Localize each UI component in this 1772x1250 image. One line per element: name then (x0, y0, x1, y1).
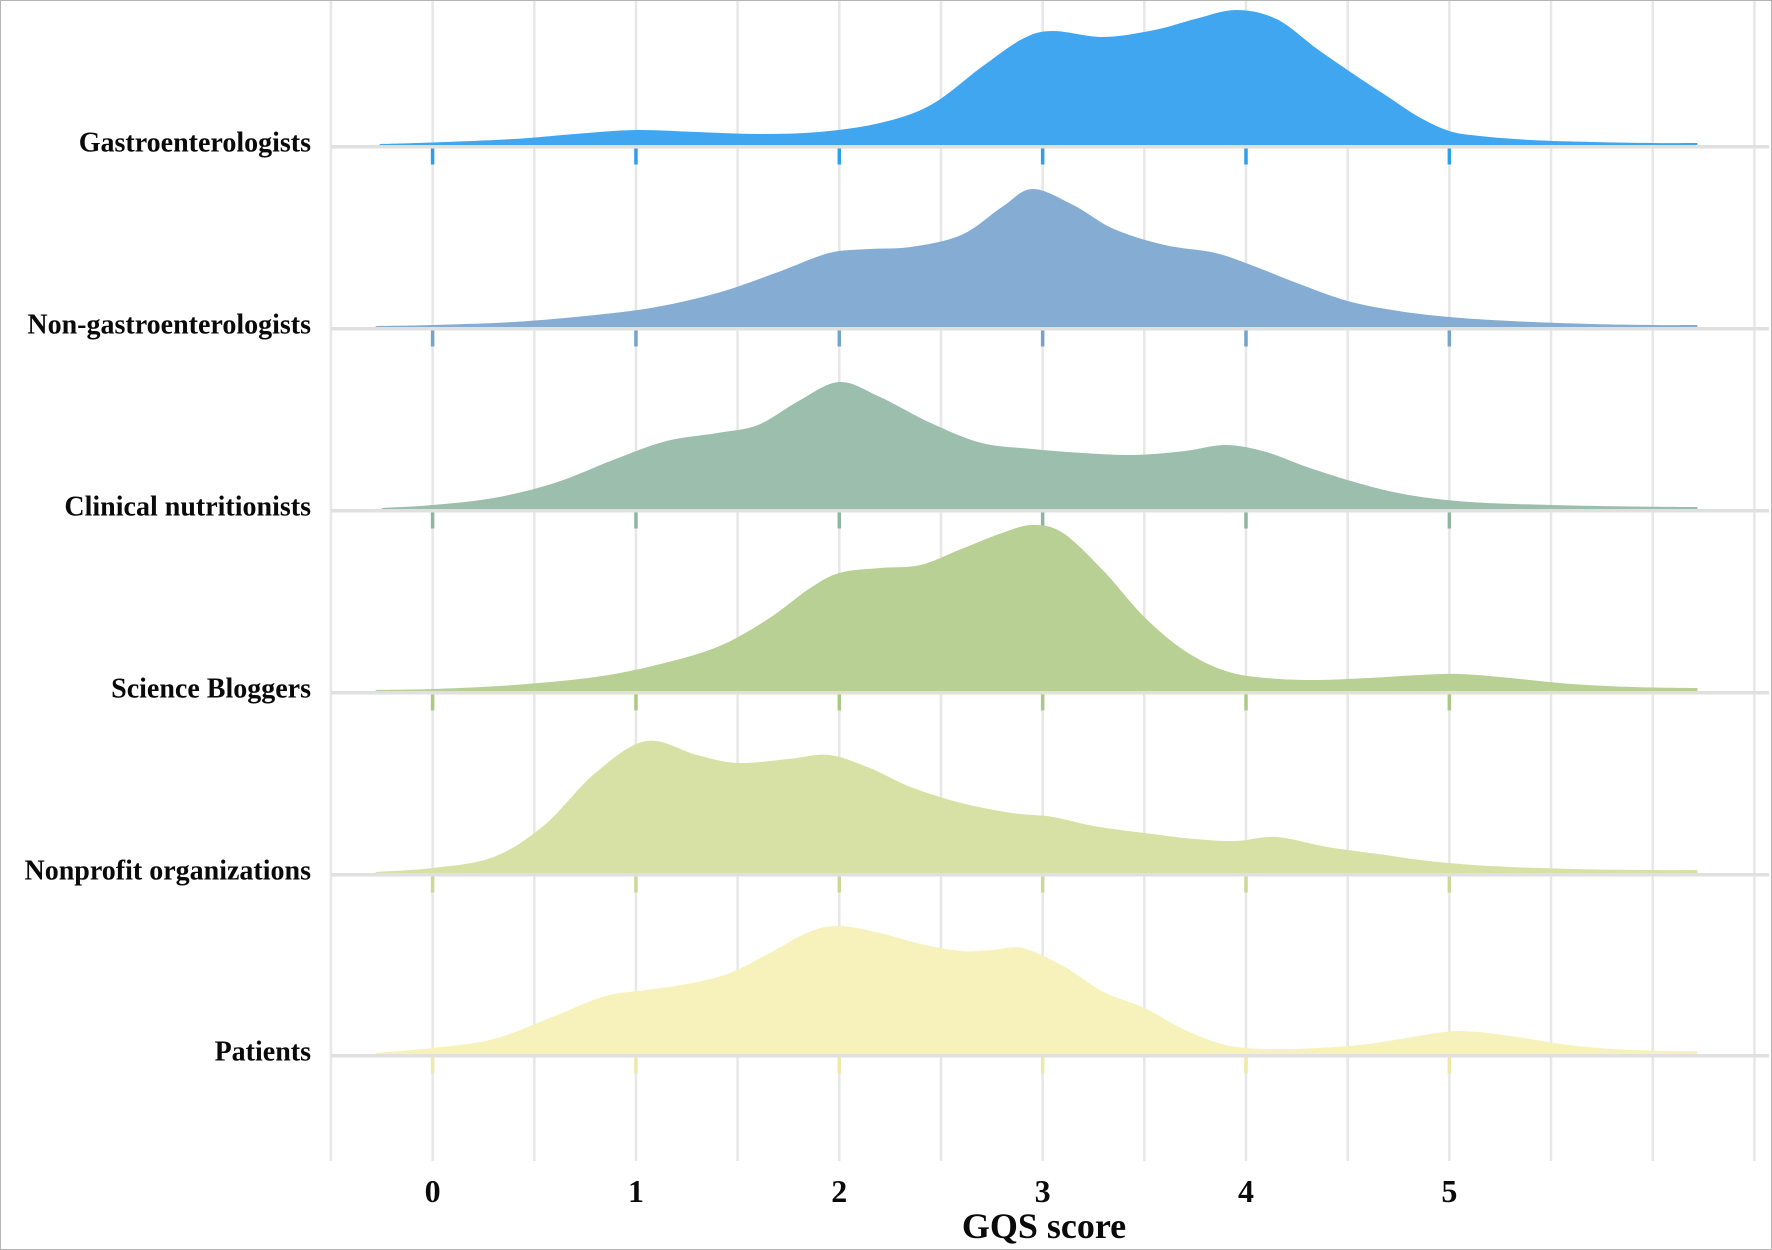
row-label-nonprofit-organizations: Nonprofit organizations (24, 855, 312, 887)
x-tick-label-0: 0 (424, 1173, 441, 1209)
row-label-clinical-nutritionists: Clinical nutritionists (64, 491, 311, 523)
density-area-gastroenterologists (379, 10, 1698, 145)
row-label-gastroenterologists: Gastroenterologists (78, 127, 311, 159)
ridge-nonprofit-organizations (331, 740, 1769, 893)
ridge-patients (331, 925, 1769, 1074)
density-area-patients (375, 925, 1698, 1054)
ridge-non-gastroenterologists (331, 188, 1769, 347)
x-tick-label-4: 4 (1238, 1173, 1254, 1209)
x-tick-label-5: 5 (1441, 1173, 1458, 1209)
density-area-science-bloggers (375, 525, 1698, 691)
row-label-science-bloggers: Science Bloggers (111, 673, 311, 705)
density-area-clinical-nutritionists (381, 381, 1698, 509)
ridge-science-bloggers (331, 525, 1769, 711)
x-tick-label-1: 1 (627, 1173, 644, 1209)
density-area-nonprofit-organizations (375, 740, 1698, 873)
x-tick-label-2: 2 (831, 1173, 848, 1209)
row-label-patients: Patients (214, 1036, 311, 1068)
x-tick-label-3: 3 (1034, 1173, 1051, 1209)
density-area-non-gastroenterologists (375, 188, 1698, 327)
row-label-non-gastroenterologists: Non-gastroenterologists (27, 309, 311, 341)
ridge-clinical-nutritionists (331, 381, 1769, 529)
ridge-gastroenterologists (331, 10, 1769, 165)
x-axis-title: GQS score (961, 1206, 1127, 1246)
